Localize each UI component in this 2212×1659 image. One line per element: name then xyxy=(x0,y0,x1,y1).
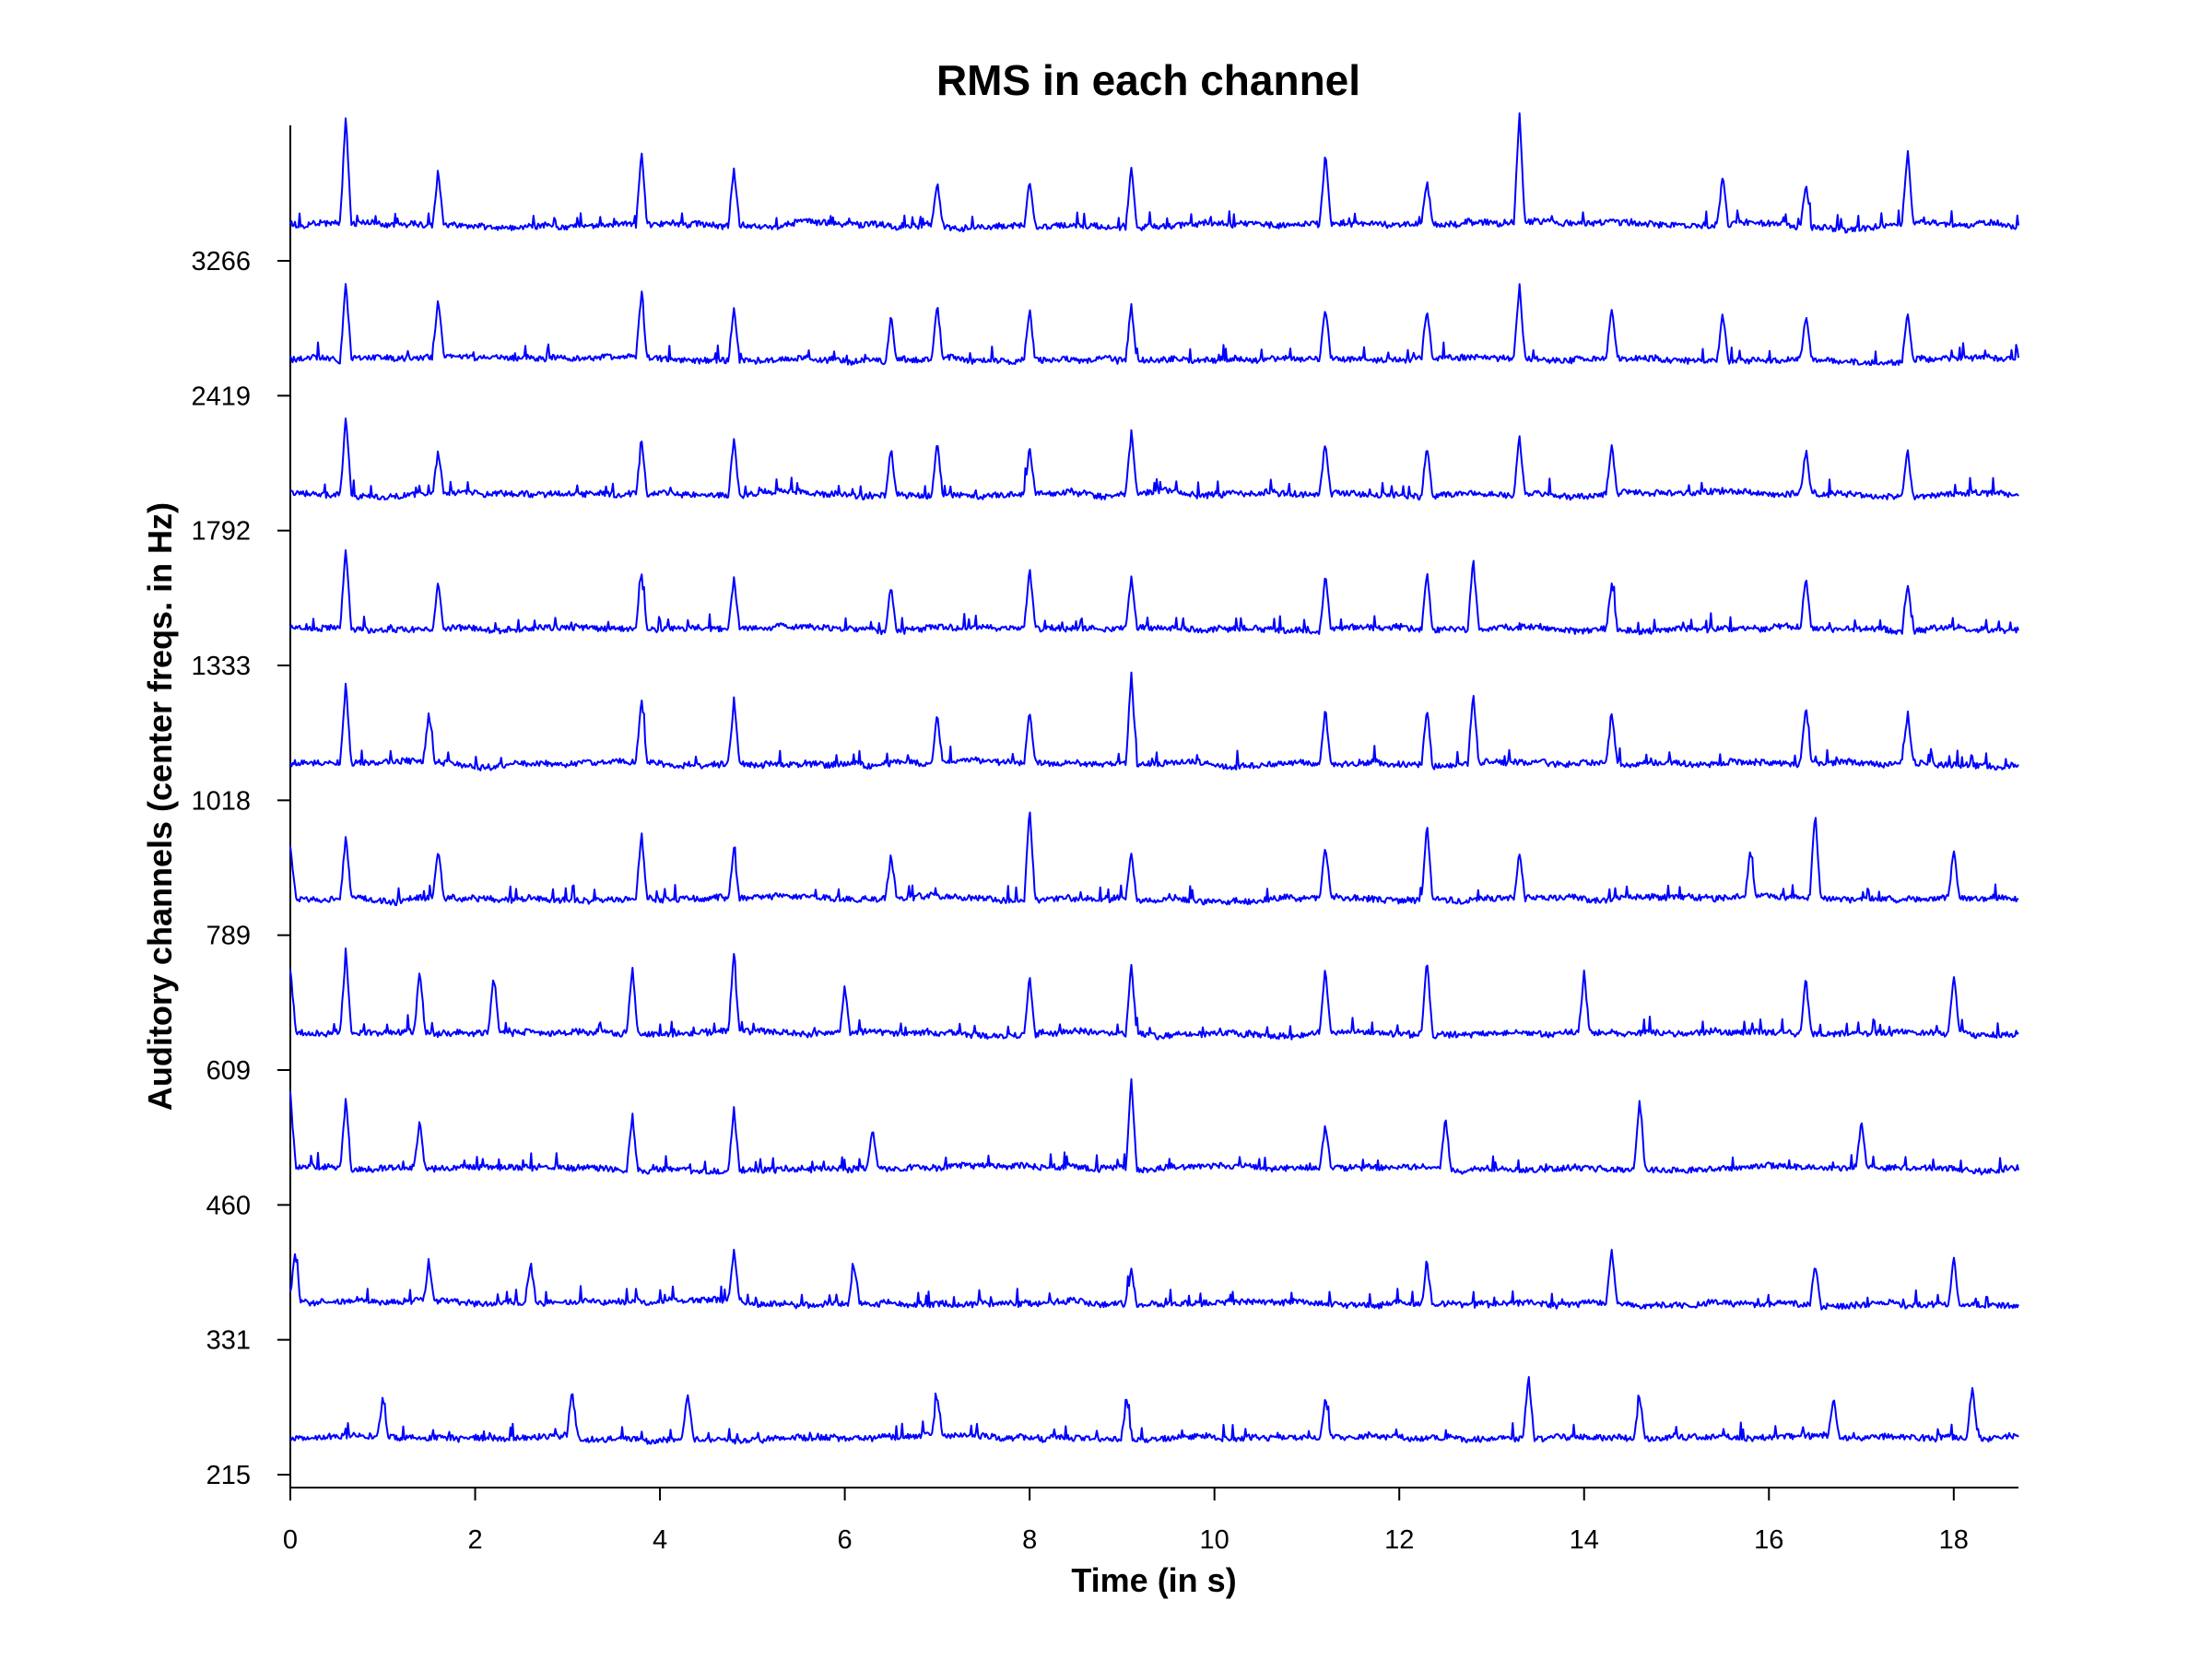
channel-trace-789 xyxy=(289,811,2019,907)
y-tick-label: 3266 xyxy=(191,247,251,276)
y-tick-label: 2419 xyxy=(191,382,251,411)
channel-trace-2419 xyxy=(289,283,2019,367)
chart-title: RMS in each channel xyxy=(936,56,1360,104)
x-tick-label: 18 xyxy=(1939,1525,1969,1555)
channel-trace-3266 xyxy=(289,112,2019,234)
x-tick-label: 14 xyxy=(1570,1525,1599,1555)
y-tick-label: 1333 xyxy=(191,652,251,681)
channel-trace-1333 xyxy=(289,549,2019,636)
x-tick-label: 0 xyxy=(283,1525,298,1555)
y-tick-label: 331 xyxy=(206,1326,251,1356)
y-tick-label: 1018 xyxy=(191,786,251,816)
x-tick-label: 16 xyxy=(1754,1525,1783,1555)
x-tick-label: 6 xyxy=(838,1525,853,1555)
y-axis-ticks: 215 331 460 609 789 1018 1333 1792 2419 3266 xyxy=(191,247,290,1490)
x-axis-ticks: 0 2 4 6 8 10 12 14 16 18 xyxy=(283,1488,1969,1555)
x-axis-label: Time (in s) xyxy=(1071,1561,1236,1599)
y-tick-label: 1792 xyxy=(191,517,251,547)
channel-trace-331 xyxy=(289,1248,2019,1311)
x-tick-label: 2 xyxy=(467,1525,482,1555)
y-tick-label: 460 xyxy=(206,1191,251,1220)
channel-trace-609 xyxy=(289,947,2019,1041)
channel-trace-215 xyxy=(289,1376,2019,1445)
channel-trace-460 xyxy=(289,1077,2019,1176)
channel-trace-1792 xyxy=(289,418,2019,501)
channel-traces xyxy=(289,112,2019,1445)
channel-trace-1018 xyxy=(289,671,2019,771)
y-tick-label: 215 xyxy=(206,1461,251,1490)
y-tick-label: 789 xyxy=(206,922,251,951)
y-tick-label: 609 xyxy=(206,1056,251,1086)
x-tick-label: 8 xyxy=(1022,1525,1037,1555)
x-tick-label: 4 xyxy=(653,1525,667,1555)
y-axis-label: Auditory channels (center freqs. in Hz) xyxy=(141,502,179,1111)
x-tick-label: 12 xyxy=(1384,1525,1414,1555)
x-tick-label: 10 xyxy=(1200,1525,1230,1555)
